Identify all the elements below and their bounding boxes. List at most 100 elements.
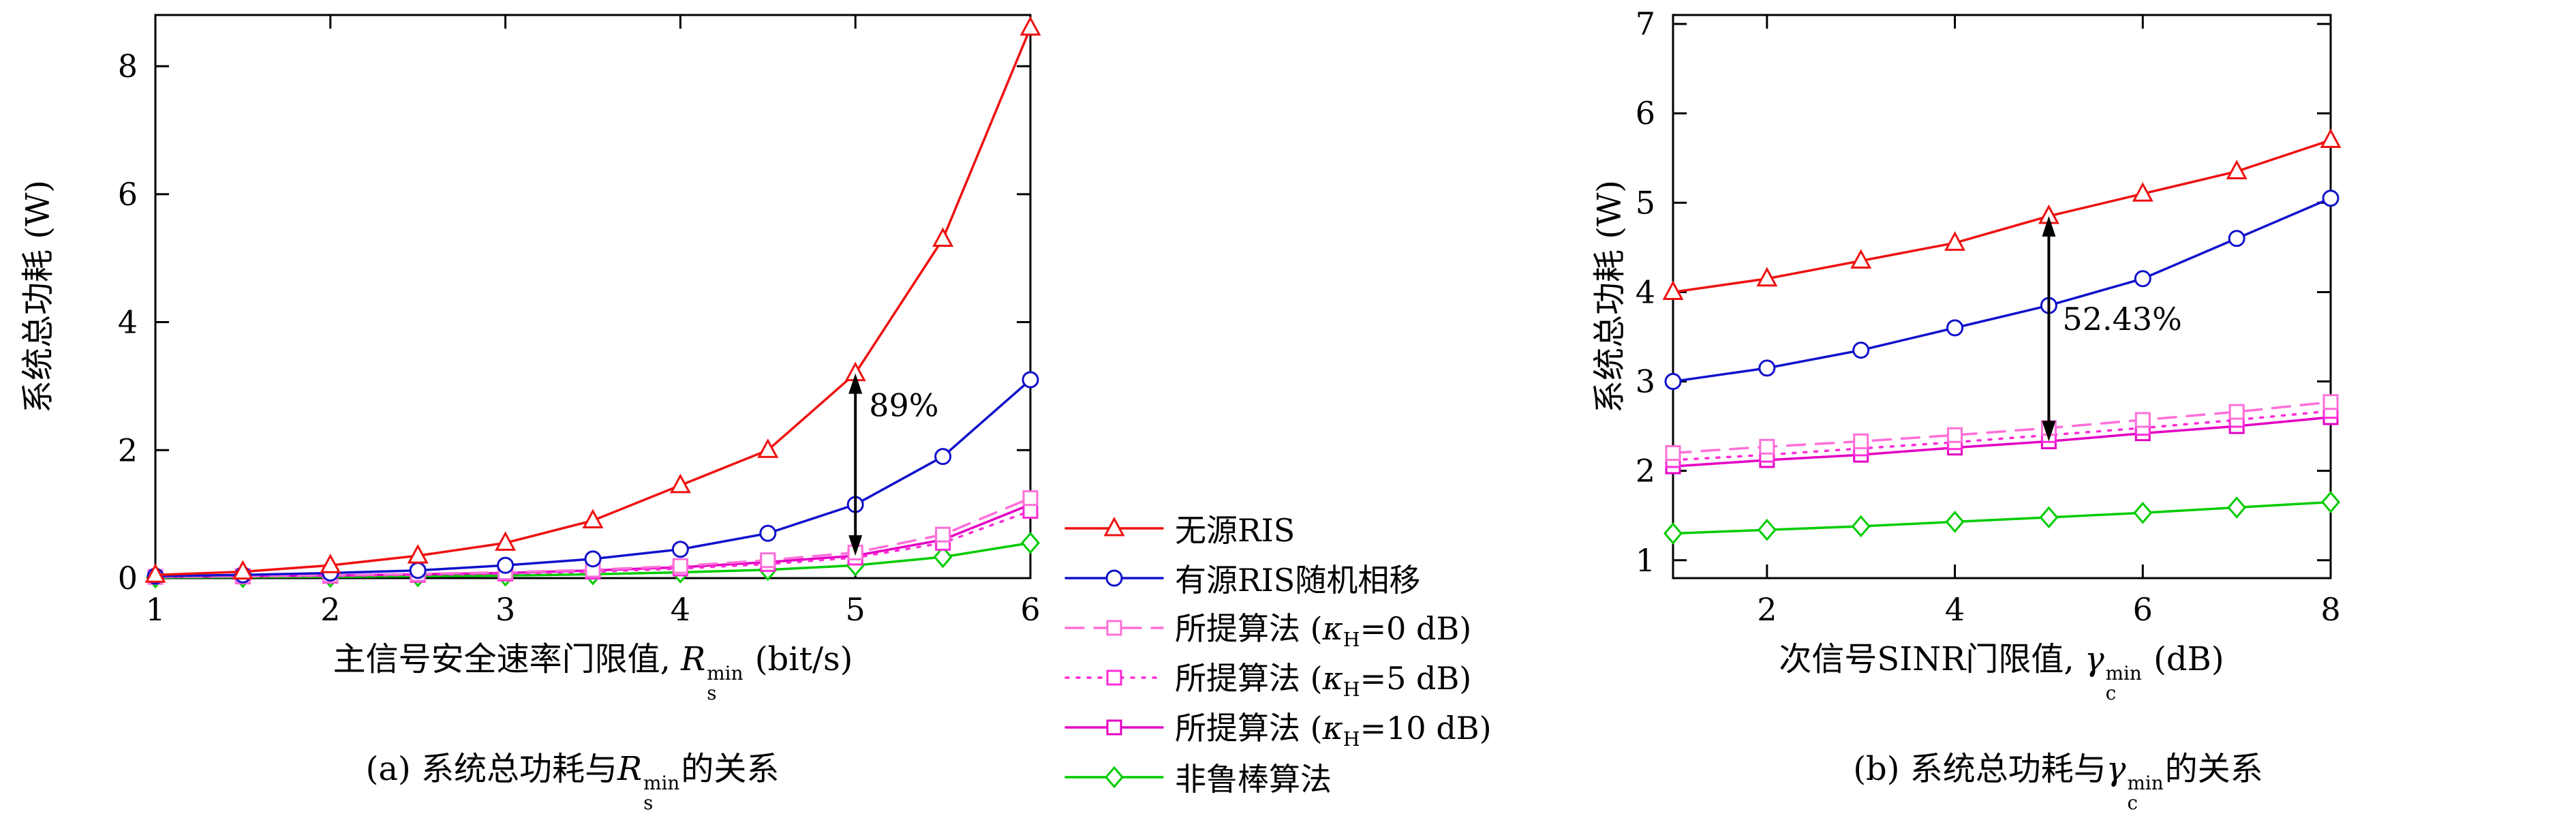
series-0 [1662, 128, 2342, 300]
axis-tick-label: 2 [320, 591, 340, 624]
triangle-marker-icon [144, 563, 166, 583]
axis-tick-label: 3 [1636, 363, 1655, 400]
triangle-marker-icon [1756, 267, 1778, 287]
axis-tick-label: 6 [118, 176, 138, 213]
square-marker-icon [760, 552, 776, 569]
y-axis-ticks: 1 2 3 4 5 6 7 [1636, 5, 2331, 579]
axis-tick-label: 6 [1636, 95, 1655, 132]
legend-item-3: 所提算法 (κH=5 dB) [1063, 652, 1540, 702]
axis-tick-label: 2 [1757, 591, 1777, 624]
legend-swatch [1064, 669, 1164, 685]
series-line [154, 27, 1032, 577]
axis-tick-label: 8 [2320, 591, 2340, 624]
legend-item-label: 所提算法 (κH=5 dB) [1175, 659, 1472, 702]
series-line [1672, 138, 2332, 294]
axis-tick-label: 3 [495, 591, 515, 624]
plot-border [154, 14, 1032, 579]
triangle-marker-icon [1019, 16, 1041, 36]
axis-tick-label: 2 [1636, 453, 1655, 489]
chart-a-plot: 1 2 3 4 5 6 0 2 4 6 8 系统总功耗 (W) 89% [19, 14, 1041, 624]
circle-marker-icon [934, 448, 952, 466]
legend-item-label: 所提算法 (κH=10 dB) [1175, 709, 1492, 751]
square-marker-icon [1853, 433, 1869, 449]
triangle-marker-icon [232, 560, 254, 580]
plot-border [1672, 14, 2332, 579]
triangle-marker-icon [1103, 516, 1125, 536]
triangle-marker-icon [2226, 160, 2248, 179]
triangle-marker-icon [1850, 249, 1872, 269]
circle-marker-icon [2134, 270, 2151, 288]
axis-tick-label: 7 [1636, 5, 1655, 42]
series-line [1672, 410, 2332, 462]
square-marker-icon [1759, 438, 1775, 455]
legend-item-1: 有源RIS随机相移 [1063, 553, 1540, 603]
circle-marker-icon [409, 562, 427, 579]
series-0 [144, 16, 1041, 583]
legend-swatch [1064, 516, 1164, 536]
y-axis-ticks: 0 2 4 6 8 [118, 48, 1030, 597]
x-axis-ticks: 2 4 6 8 [1757, 15, 2341, 624]
arrow-up-icon [2042, 216, 2056, 237]
series-5 [1663, 491, 2340, 545]
axis-tick-label: 1 [145, 591, 165, 624]
series-2 [1665, 394, 2339, 461]
triangle-marker-icon [407, 543, 429, 564]
diamond-marker-icon [2133, 501, 2153, 524]
square-marker-icon [1106, 669, 1122, 685]
legend-item-0: 无源RIS [1063, 503, 1540, 553]
square-marker-icon [1022, 490, 1039, 507]
series-line [1672, 416, 2332, 468]
axis-tick-label: 8 [118, 48, 138, 85]
legend-item-label: 有源RIS随机相移 [1175, 561, 1421, 599]
square-marker-icon [2322, 394, 2339, 410]
annotation-arrow: 52.43% [2042, 216, 2182, 442]
axis-tick-label: 4 [1636, 273, 1655, 310]
y-axis-title: 系统总功耗 (W) [19, 180, 57, 413]
triangle-marker-icon [669, 473, 691, 494]
square-marker-icon [1022, 502, 1039, 519]
diamond-marker-icon [1851, 515, 1871, 538]
axis-tick-label: 5 [1636, 184, 1655, 221]
sup-sub-script: min c [2127, 771, 2164, 814]
diamond-marker-icon [2039, 506, 2059, 529]
square-marker-icon [672, 558, 688, 574]
legend-swatch [1064, 719, 1164, 735]
series-line [1672, 400, 2332, 455]
axis-tick-label: 5 [846, 591, 865, 624]
legend-item-4: 所提算法 (κH=10 dB) [1063, 702, 1540, 752]
annotation-arrow: 89% [848, 373, 938, 556]
arrow-up-icon [848, 373, 863, 394]
diamond-marker-icon [1663, 522, 1683, 545]
chart-a-caption: (a) 系统总功耗与R min s 的关系 [365, 749, 780, 814]
axis-tick-label: 6 [1020, 591, 1040, 624]
legend-swatch [1064, 766, 1164, 788]
triangle-marker-icon [1662, 280, 1684, 300]
legend-item-5: 非鲁棒算法 [1063, 752, 1540, 802]
sup-sub-script: min s [643, 771, 680, 814]
axis-tick-label: 6 [2133, 591, 2153, 624]
square-marker-icon [2134, 412, 2151, 428]
series-line [1672, 500, 2332, 535]
circle-marker-icon [1664, 373, 1682, 391]
annotation-label: 89% [869, 387, 938, 424]
axis-tick-label: 4 [118, 304, 138, 341]
circle-marker-icon [671, 541, 689, 558]
chart-b-caption: (b) 系统总功耗与γ min c 的关系 [1853, 749, 2263, 814]
square-marker-icon [935, 526, 951, 543]
legend-swatch [1064, 620, 1164, 635]
legend-item-label: 所提算法 (κH=0 dB) [1175, 609, 1472, 652]
diamond-marker-icon [1757, 518, 1777, 541]
triangle-marker-icon [2320, 128, 2342, 149]
triangle-marker-icon [757, 438, 779, 458]
circle-marker-icon [497, 556, 515, 574]
axis-tick-label: 1 [1636, 542, 1655, 579]
chart-b: 2 4 6 8 1 2 3 4 5 6 7 系统总功耗 (W) 52.43% 次信号SINR门限值, γ… [1540, 0, 2576, 813]
triangle-marker-icon [582, 509, 604, 529]
arrow-down-icon [2042, 421, 2056, 442]
axis-tick-label: 0 [118, 560, 138, 597]
square-marker-icon [2228, 404, 2245, 420]
diamond-marker-icon [2321, 491, 2340, 513]
triangle-marker-icon [1944, 231, 1966, 251]
y-axis-title: 系统总功耗 (W) [1591, 180, 1629, 413]
circle-marker-icon [1022, 371, 1039, 389]
